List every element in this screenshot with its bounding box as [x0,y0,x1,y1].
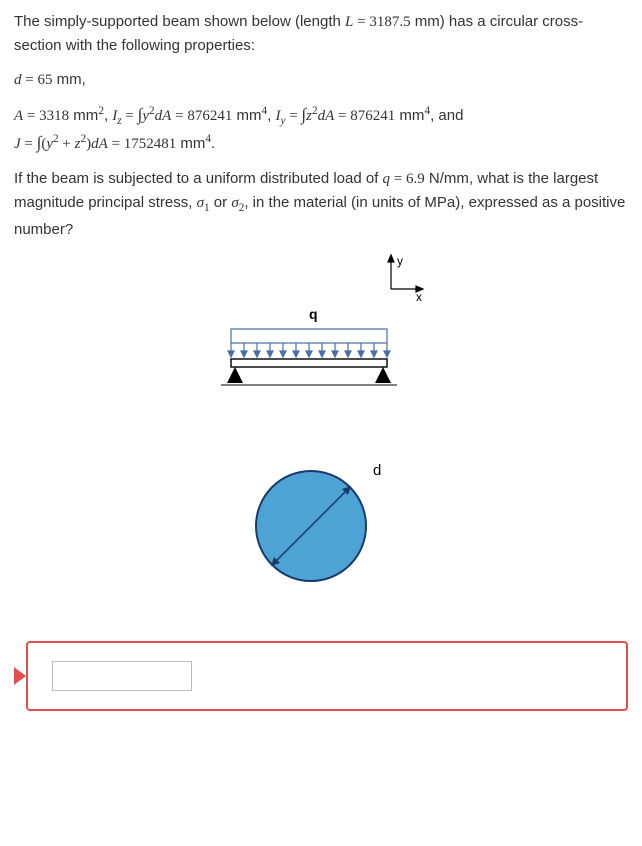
val-J: 1752481 [124,136,177,152]
problem-intro: The simply-supported beam shown below (l… [14,10,628,58]
q-unit: N/mm [425,170,469,187]
val-L: 3187.5 [369,14,410,30]
eq: = [334,108,350,124]
or: or [210,194,232,211]
val-d: 65 [37,72,52,88]
sym-J: J [14,136,21,152]
val-A: 3318 [39,108,69,124]
eq: = [108,136,124,152]
mm: mm [52,71,81,88]
val-q: 6.9 [406,171,425,187]
properties-line: A = 3318 mm2, Iz = ∫y2dA = 876241 mm4, I… [14,102,628,157]
unit: mm [176,135,205,152]
distributed-load-icon [228,329,390,357]
question-text: If the beam is subjected to a uniform di… [14,167,628,241]
roller-support-icon [375,367,391,383]
pin-support-icon [227,367,243,383]
eq: = [171,108,187,124]
text: The simply-supported beam shown below (l… [14,13,345,30]
beam-icon [231,359,387,367]
eq: = [353,14,369,30]
sym-A: A [14,108,23,124]
answer-input[interactable] [52,661,192,691]
plus: + [59,136,75,152]
dA: dA [318,108,335,124]
answer-container [26,641,628,711]
mm: mm [411,13,440,30]
diameter-label: d [373,462,381,479]
unit: mm [232,107,261,124]
axes-icon [388,255,423,292]
text: If the beam is subjected to a uniform di… [14,170,383,187]
beam-diagram: y x q [191,251,451,421]
d-line: d = 65 mm, [14,68,628,92]
comma: , [82,71,86,88]
period: . [211,135,215,152]
eq: = [21,136,37,152]
cross-section-diagram: d [231,441,411,601]
unit: mm [395,107,424,124]
eq: = [285,108,301,124]
unit: mm [69,107,98,124]
sigma1: σ [197,195,204,211]
sym-q: q [383,171,391,187]
and: , and [430,107,463,124]
sigma2: σ [231,195,238,211]
eq: = [22,72,38,88]
x-axis-label: x [416,290,422,304]
y-axis-label: y [397,254,403,268]
eq: = [122,108,138,124]
sym-d: d [14,72,22,88]
incorrect-marker-icon [14,667,26,685]
val-Iy: 876241 [350,108,395,124]
dA: dA [155,108,172,124]
val-Iz: 876241 [187,108,232,124]
eq: = [390,171,406,187]
dA: dA [91,136,108,152]
eq: = [23,108,39,124]
load-label: q [309,306,318,322]
